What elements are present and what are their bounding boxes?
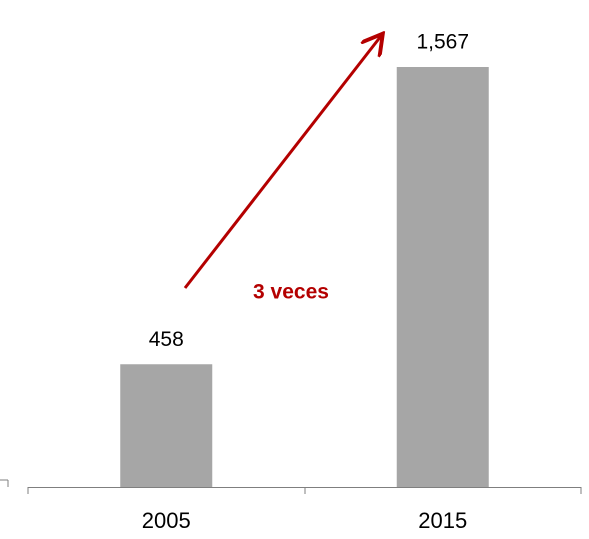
data-label: 1,567 xyxy=(416,31,469,54)
x-tick-label: 2005 xyxy=(142,508,191,533)
data-label: 458 xyxy=(149,328,184,351)
annotation: 3 veces xyxy=(253,281,329,304)
x-tick-label: 2015 xyxy=(418,508,467,533)
bar xyxy=(120,364,213,487)
bar xyxy=(396,67,489,487)
growth-arrow xyxy=(183,36,381,289)
